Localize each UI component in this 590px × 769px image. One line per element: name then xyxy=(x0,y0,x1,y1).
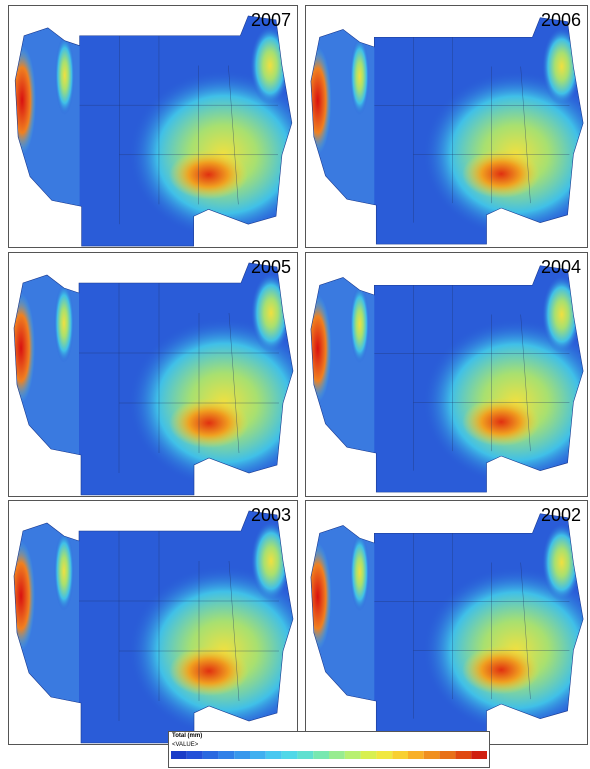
color-swatch xyxy=(281,751,298,759)
color-swatch xyxy=(218,751,235,759)
year-label: 2003 xyxy=(250,505,291,525)
legend: Total (mm) <VALUE> xyxy=(168,731,490,768)
color-swatch xyxy=(423,751,440,759)
color-bar xyxy=(171,751,487,759)
color-swatch xyxy=(297,751,314,759)
color-swatch xyxy=(171,751,187,759)
map-panel: 2006 xyxy=(305,5,588,248)
year-label: 2005 xyxy=(250,257,291,277)
color-swatch xyxy=(455,751,472,759)
color-swatch xyxy=(202,751,219,759)
color-swatch xyxy=(360,751,377,759)
color-swatch xyxy=(313,751,329,759)
color-swatch xyxy=(471,751,487,759)
map xyxy=(9,501,298,745)
color-swatch xyxy=(408,751,424,759)
map xyxy=(306,501,588,745)
map-panel: 2007 xyxy=(8,5,298,248)
map-panel: 2004 xyxy=(305,252,588,497)
color-swatch xyxy=(376,751,393,759)
color-swatch xyxy=(250,751,266,759)
color-swatch xyxy=(186,751,203,759)
color-swatch xyxy=(329,751,345,759)
map xyxy=(9,6,298,248)
color-swatch xyxy=(344,751,361,759)
map-panel: 2003 xyxy=(8,500,298,745)
legend-field: <VALUE> xyxy=(172,742,199,748)
year-label: 2004 xyxy=(540,257,581,277)
map xyxy=(306,253,588,497)
color-swatch xyxy=(439,751,456,759)
map-panel: 2005 xyxy=(8,252,298,497)
color-swatch xyxy=(392,751,408,759)
map-panel: 2002 xyxy=(305,500,588,745)
color-swatch xyxy=(265,751,282,759)
year-label: 2006 xyxy=(540,10,581,30)
year-label: 2007 xyxy=(250,10,291,30)
map xyxy=(306,6,588,248)
color-swatch xyxy=(234,751,250,759)
map xyxy=(9,253,298,497)
legend-title: Total (mm) xyxy=(172,733,203,739)
year-label: 2002 xyxy=(540,505,581,525)
